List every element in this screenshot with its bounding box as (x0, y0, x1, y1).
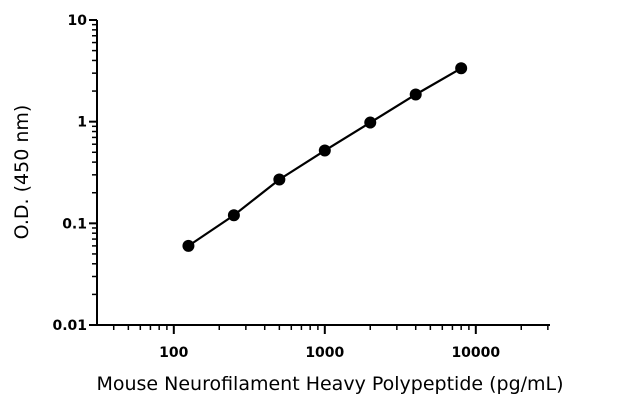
y-tick-label-3: 10 (68, 13, 88, 29)
y-tick-label-2: 1 (77, 115, 87, 131)
x-tick-label-2: 10000 (451, 345, 500, 361)
y-tick-label-1: 0.1 (62, 216, 87, 232)
data-point (455, 62, 468, 75)
y-axis-label: O.D. (450 nm) (11, 105, 33, 240)
data-point (227, 209, 240, 222)
axes (96, 20, 550, 326)
data-point (318, 144, 331, 157)
x-tick-label-0: 100 (159, 345, 188, 361)
series (182, 62, 468, 252)
data-point (364, 116, 377, 129)
y-tick-label-0: 0.01 (52, 318, 87, 334)
x-axis-label: Mouse Neurofilament Heavy Polypeptide (p… (96, 373, 563, 395)
data-point (409, 88, 422, 101)
x-tick-label-1: 1000 (305, 345, 344, 361)
data-point (273, 173, 286, 186)
data-point (182, 239, 195, 252)
ticks: 0.01 0.1 1 10 100 1000 10000 (52, 13, 549, 361)
